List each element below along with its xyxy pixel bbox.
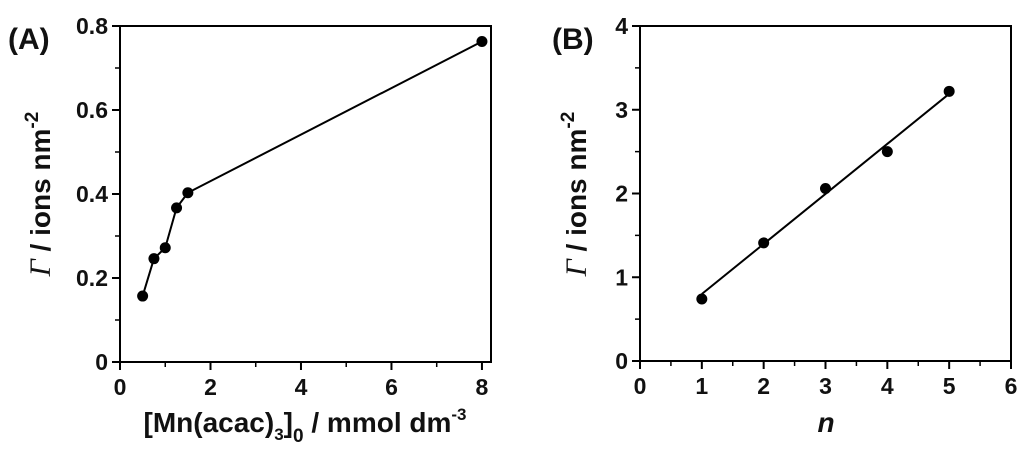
x-tick-label: 2: [757, 373, 770, 399]
x-tick-label: 8: [476, 374, 489, 400]
data-point: [159, 242, 171, 254]
x-axis-title: n: [817, 407, 834, 438]
x-tick-label: 0: [634, 373, 647, 399]
y-tick-label: 0.6: [76, 97, 108, 123]
panel-a: 0 0.2 0.4 0.6 0.8 0 2 4 6 8 (A) Γ / ions nm-2 [Mn(ac…: [8, 13, 492, 447]
data-point: [182, 187, 194, 199]
fit-line: [701, 93, 950, 295]
data-point: [696, 293, 708, 305]
x-tick-label: 3: [819, 373, 832, 399]
y-tick-label: 0.2: [76, 265, 108, 291]
panel-b: 0 1 2 3 4 0 1 2 3 4 5 6 (B) Γ / ions nm-2 n: [552, 13, 1017, 438]
y-tick-label: 3: [615, 97, 628, 123]
data-point: [171, 202, 183, 214]
plot-frame: [119, 25, 492, 363]
x-tick-label: 4: [295, 374, 308, 400]
panel-label: (A): [8, 23, 50, 56]
data-point: [476, 36, 488, 48]
y-tick-label: 2: [615, 181, 628, 207]
x-tick-label: 2: [204, 374, 217, 400]
data-point: [943, 85, 955, 97]
x-tick-label: 6: [385, 374, 398, 400]
y-tick-label: 0.8: [76, 13, 108, 39]
y-axis-title: Γ / ions nm-2: [22, 112, 57, 278]
x-tick-label: 5: [943, 373, 956, 399]
y-axis-title: Γ / ions nm-2: [558, 112, 593, 278]
data-point: [137, 290, 149, 302]
x-tick-label: 0: [114, 374, 127, 400]
x-axis-title: [Mn(acac)3]0 / mmol dm-3: [144, 405, 467, 447]
x-tick-label: 6: [1005, 373, 1018, 399]
data-point: [148, 253, 160, 265]
y-tick-label: 4: [615, 13, 628, 39]
panel-label: (B): [552, 23, 594, 56]
y-tick-label: 0.4: [76, 181, 108, 207]
x-tick-label: 4: [881, 373, 894, 399]
series-line: [141, 40, 483, 297]
data-point: [820, 182, 831, 194]
x-tick-label: 1: [695, 373, 708, 399]
data-point: [881, 146, 893, 158]
y-tick-label: 1: [615, 264, 628, 290]
y-tick-label: 0: [615, 348, 628, 374]
y-tick-label: 0: [95, 349, 108, 375]
